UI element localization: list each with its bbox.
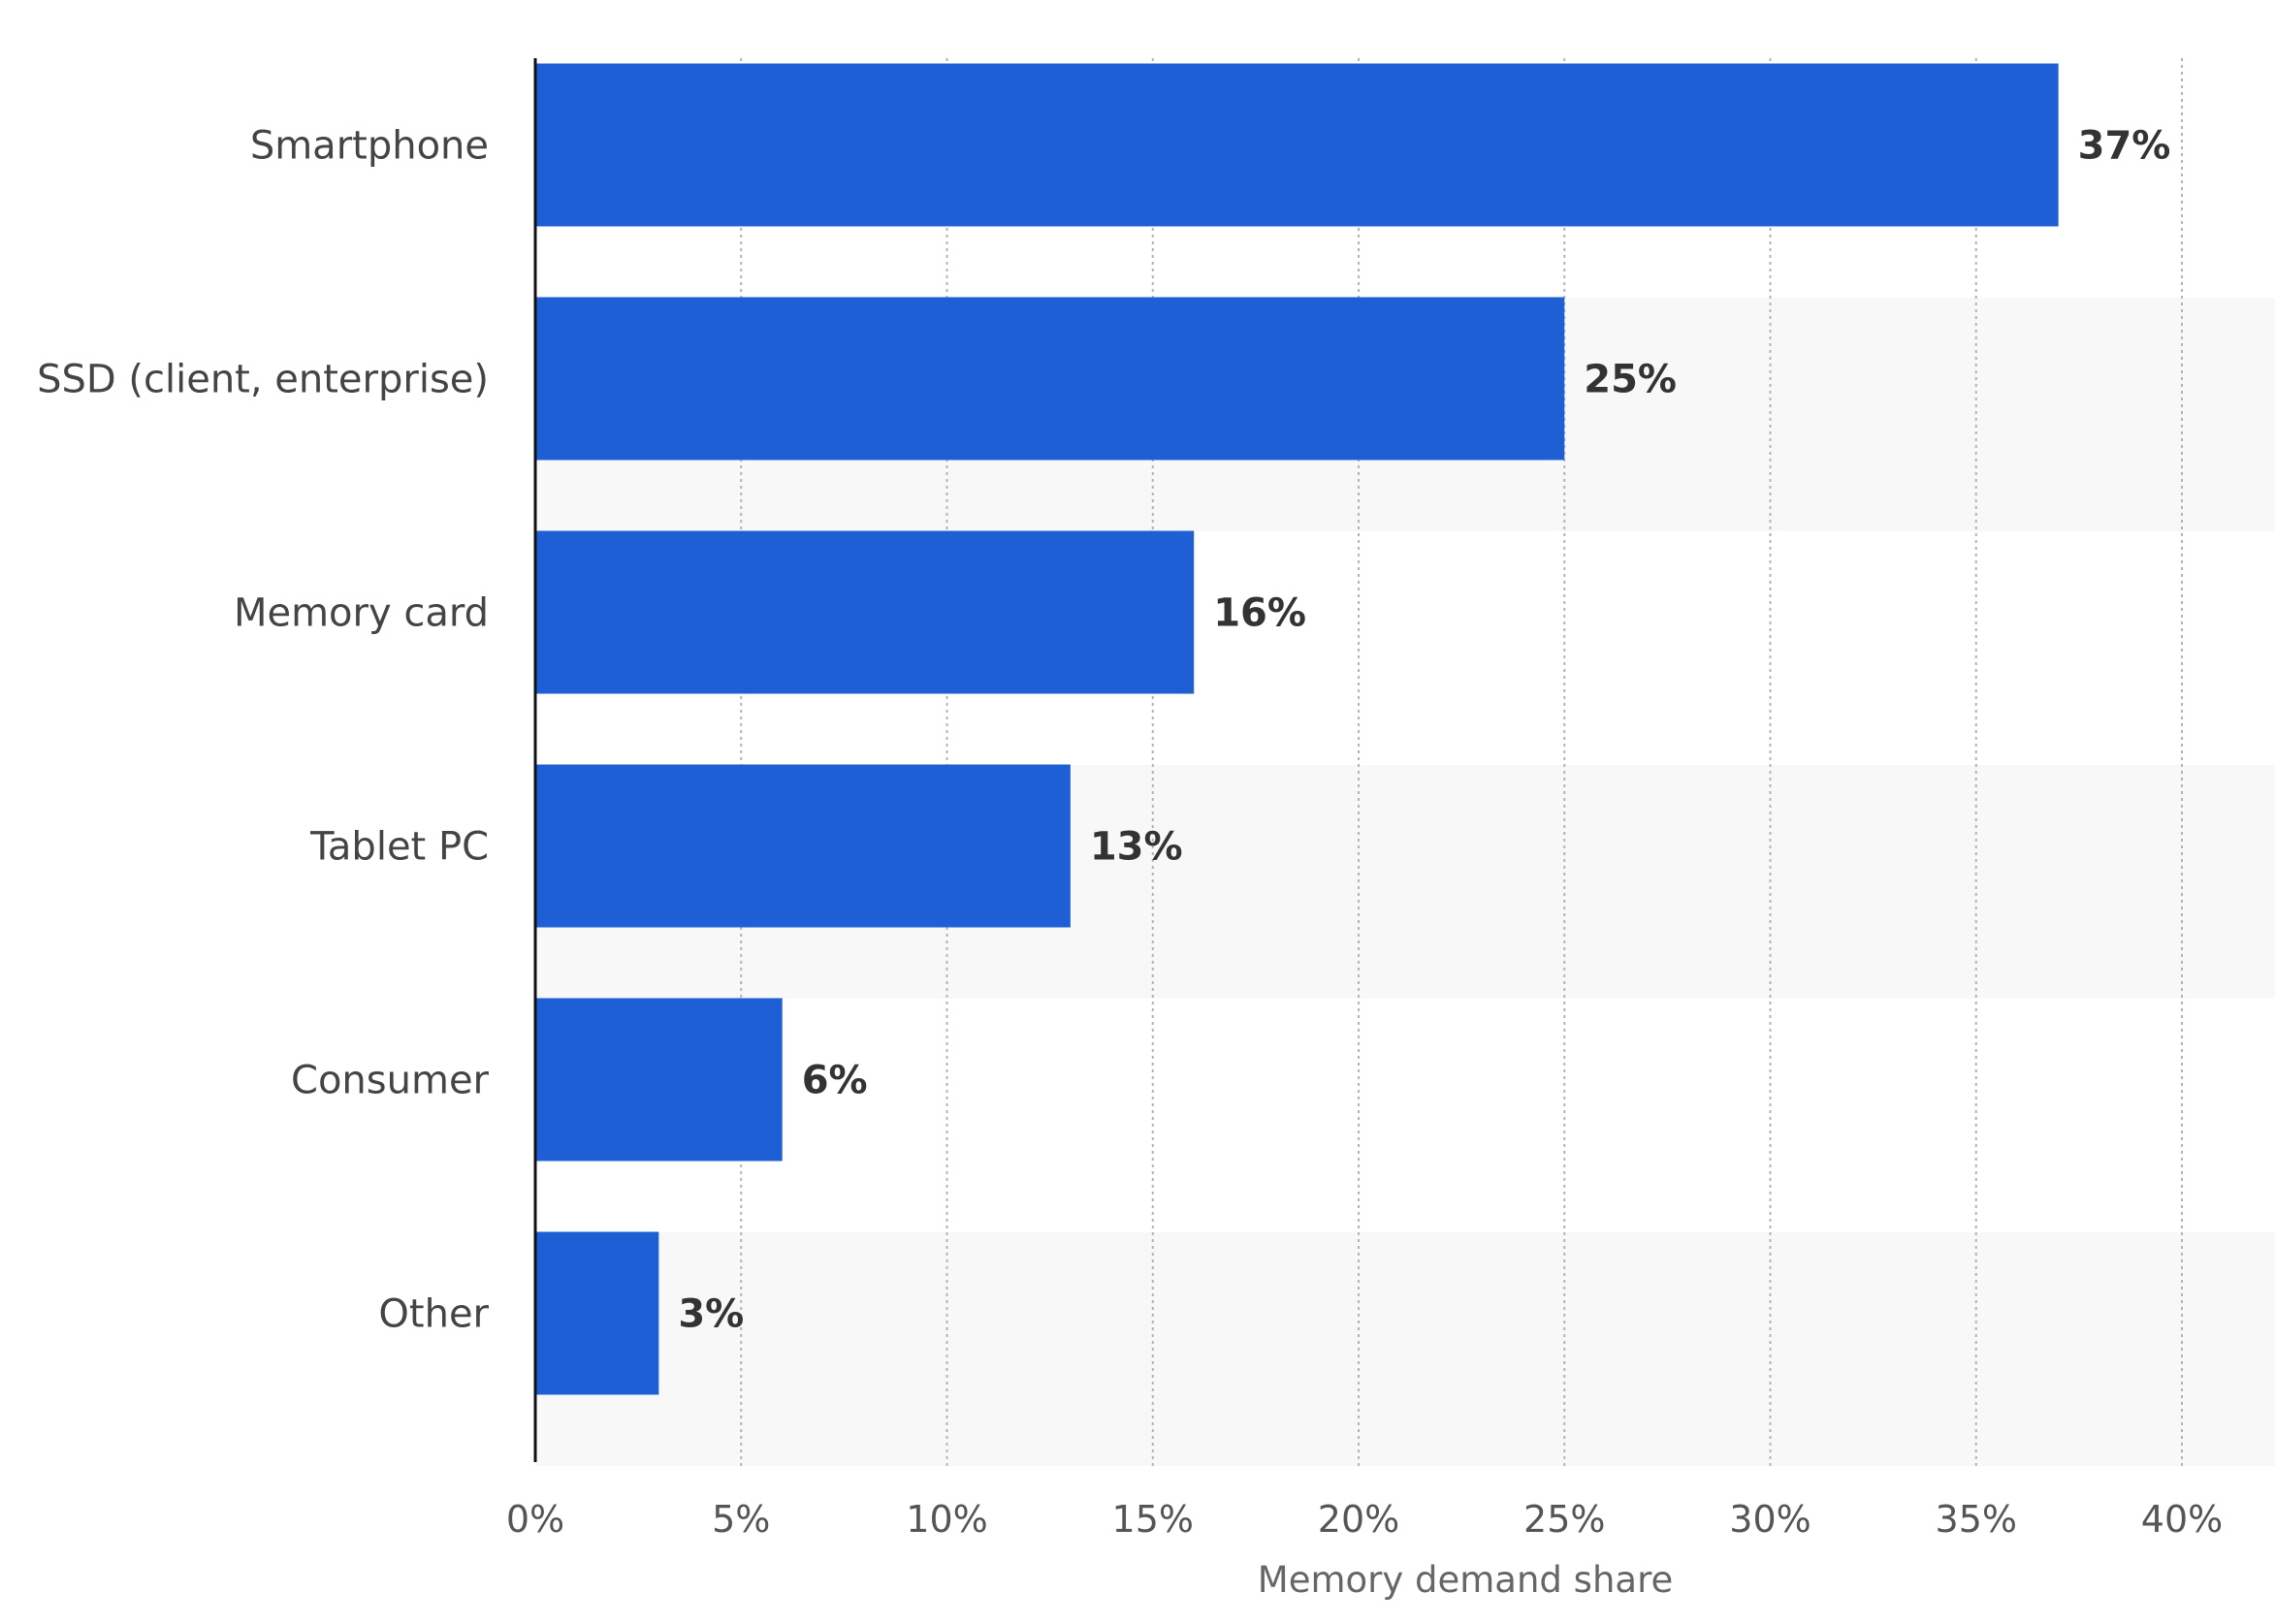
x-tick-label: 10% bbox=[906, 1498, 987, 1541]
x-tick-label: 0% bbox=[506, 1498, 564, 1541]
category-label: SSD (client, enterprise) bbox=[37, 358, 489, 402]
bar bbox=[535, 764, 1071, 928]
bar bbox=[535, 530, 1195, 694]
value-label: 13% bbox=[1090, 825, 1183, 870]
value-label: 6% bbox=[802, 1059, 868, 1103]
category-label: Consumer bbox=[291, 1059, 490, 1103]
x-tick-label: 30% bbox=[1729, 1498, 1810, 1541]
category-label: Tablet PC bbox=[309, 825, 489, 870]
x-tick-label: 25% bbox=[1523, 1498, 1605, 1541]
x-tick-label: 40% bbox=[2141, 1498, 2223, 1541]
category-label: Memory card bbox=[234, 591, 489, 636]
x-tick-label: 20% bbox=[1318, 1498, 1399, 1541]
category-label: Other bbox=[378, 1292, 489, 1337]
value-label: 25% bbox=[1584, 358, 1677, 402]
category-label: Smartphone bbox=[250, 124, 489, 169]
x-tick-labels: 0% 5% 10% 15% 20% 25% 30% 35% 40% bbox=[506, 1498, 2223, 1541]
category-labels: Smartphone SSD (client, enterprise) Memory… bbox=[37, 124, 489, 1337]
row-band bbox=[535, 1232, 2275, 1466]
x-axis-title: Memory demand share bbox=[1258, 1559, 1673, 1601]
x-tick-label: 15% bbox=[1112, 1498, 1194, 1541]
bars bbox=[535, 63, 2059, 1395]
x-tick-label: 5% bbox=[712, 1498, 770, 1541]
value-label: 3% bbox=[678, 1292, 744, 1337]
x-tick-label: 35% bbox=[1936, 1498, 2017, 1541]
bar bbox=[535, 63, 2059, 227]
value-label: 37% bbox=[2078, 124, 2171, 169]
bar bbox=[535, 998, 783, 1162]
bar bbox=[535, 1231, 659, 1395]
value-labels: 37% 25% 16% 13% 6% 3% bbox=[678, 124, 2170, 1337]
value-label: 16% bbox=[1213, 591, 1306, 636]
bar bbox=[535, 297, 1565, 461]
